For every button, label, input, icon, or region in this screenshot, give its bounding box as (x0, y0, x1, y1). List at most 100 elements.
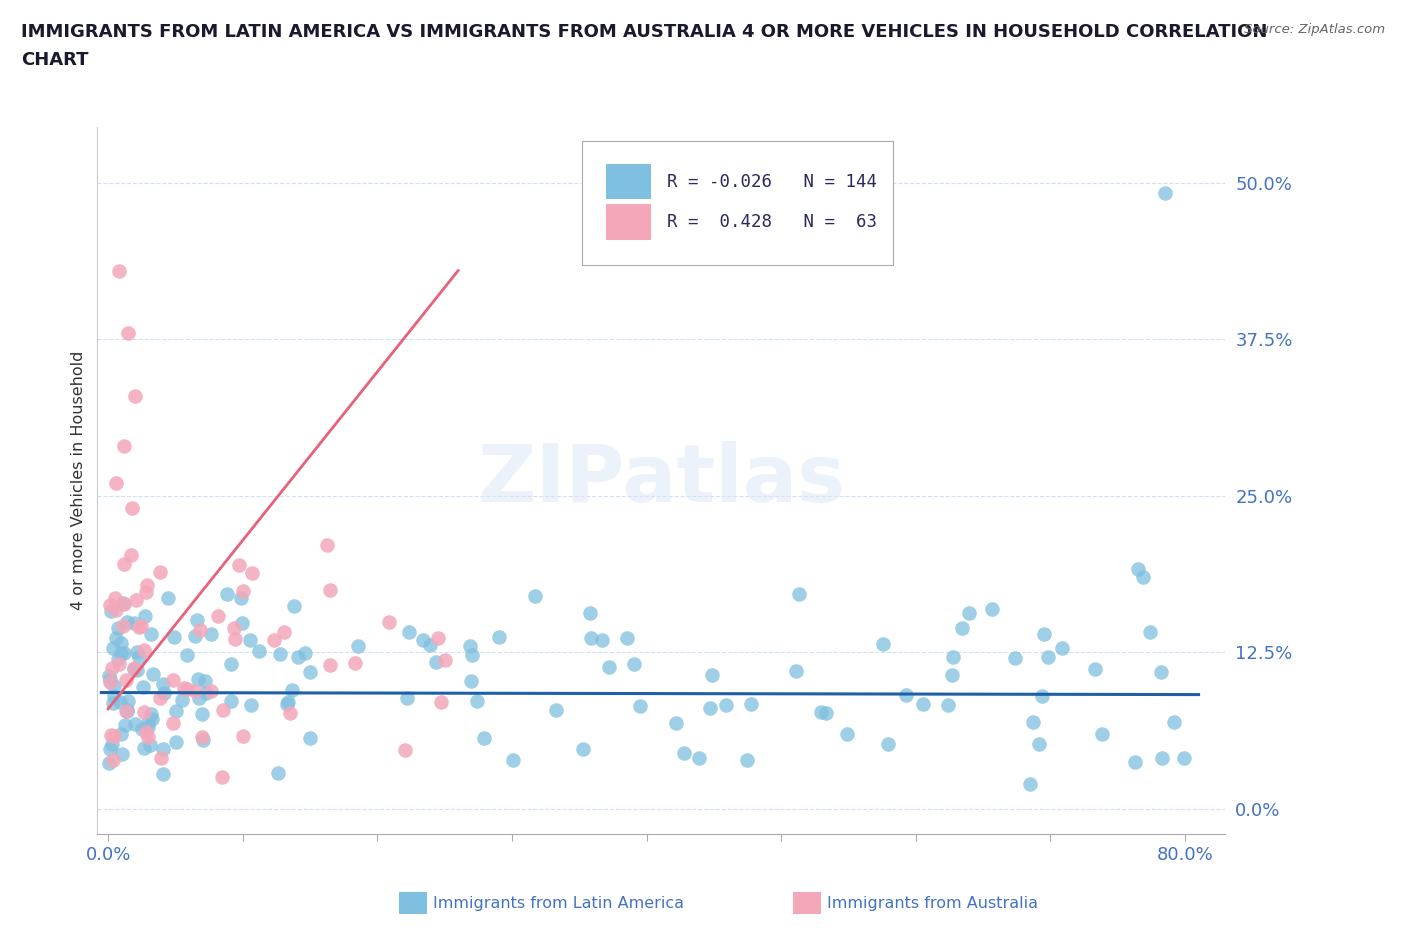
Point (191, 707, 214, 722)
Point (278, 706, 301, 721)
Point (191, 733, 214, 748)
Point (162, 715, 184, 730)
Point (488, 630, 510, 644)
Point (425, 655, 447, 670)
Point (200, 627, 222, 642)
Point (153, 685, 176, 700)
Point (176, 647, 198, 662)
Point (623, 657, 645, 671)
Point (101, 696, 124, 711)
Point (103, 689, 125, 704)
Point (110, 726, 132, 741)
Point (136, 730, 159, 745)
Point (128, 650, 150, 665)
Point (135, 584, 157, 599)
FancyBboxPatch shape (606, 205, 651, 240)
Point (139, 626, 162, 641)
Point (132, 705, 155, 720)
Point (571, 742, 593, 757)
Point (785, 664, 807, 679)
Point (616, 631, 638, 645)
Point (132, 643, 155, 658)
Point (100, 675, 122, 690)
Point (186, 613, 208, 628)
Point (221, 693, 243, 708)
Point (912, 697, 935, 711)
Point (346, 638, 368, 653)
Point (100, 603, 122, 618)
Point (430, 695, 453, 710)
Point (124, 717, 146, 732)
Point (101, 737, 124, 751)
Point (105, 476, 128, 491)
Point (263, 632, 285, 647)
Point (224, 631, 246, 646)
Point (714, 698, 737, 712)
Point (103, 679, 125, 694)
Point (136, 578, 159, 592)
Point (107, 657, 129, 671)
Point (122, 660, 145, 675)
Point (277, 694, 299, 709)
Point (628, 698, 651, 713)
Point (105, 631, 128, 645)
Point (273, 625, 295, 640)
Point (789, 587, 811, 602)
Point (219, 657, 242, 671)
Point (231, 616, 253, 631)
Point (664, 716, 686, 731)
Point (465, 694, 488, 709)
Point (215, 587, 238, 602)
Point (176, 681, 198, 696)
Point (120, 548, 142, 563)
Point (104, 591, 127, 605)
Point (194, 685, 217, 700)
Point (129, 618, 152, 633)
Point (1125, 755, 1147, 770)
Point (103, 641, 125, 656)
Point (152, 676, 174, 691)
Point (815, 706, 838, 721)
Text: R = -0.026   N = 144: R = -0.026 N = 144 (666, 173, 877, 191)
Point (105, 603, 128, 618)
Point (1150, 665, 1173, 680)
Point (165, 735, 187, 750)
Point (1052, 641, 1074, 656)
Point (117, 693, 139, 708)
Point (1028, 737, 1050, 751)
Point (267, 765, 290, 780)
Point (269, 646, 291, 661)
Point (281, 683, 304, 698)
Point (121, 501, 143, 516)
Point (228, 558, 250, 573)
Point (136, 719, 159, 734)
Point (142, 667, 165, 682)
Point (115, 672, 138, 687)
Point (112, 645, 135, 660)
Point (1126, 562, 1149, 577)
Point (398, 625, 420, 640)
Point (1173, 751, 1195, 765)
Point (239, 698, 262, 712)
Point (224, 620, 246, 635)
Point (173, 681, 195, 696)
Point (103, 728, 125, 743)
Point (287, 649, 309, 664)
Point (957, 605, 980, 620)
Point (191, 729, 214, 744)
Point (165, 703, 187, 718)
Point (188, 623, 211, 638)
Point (319, 658, 342, 672)
Point (187, 671, 209, 686)
Point (122, 661, 145, 676)
Point (1031, 688, 1053, 703)
Point (110, 636, 132, 651)
Point (100, 728, 122, 743)
Point (141, 707, 163, 722)
Point (419, 638, 441, 653)
Point (240, 565, 263, 580)
Point (673, 746, 696, 761)
Point (524, 588, 547, 603)
Point (942, 649, 965, 664)
Point (427, 631, 450, 645)
